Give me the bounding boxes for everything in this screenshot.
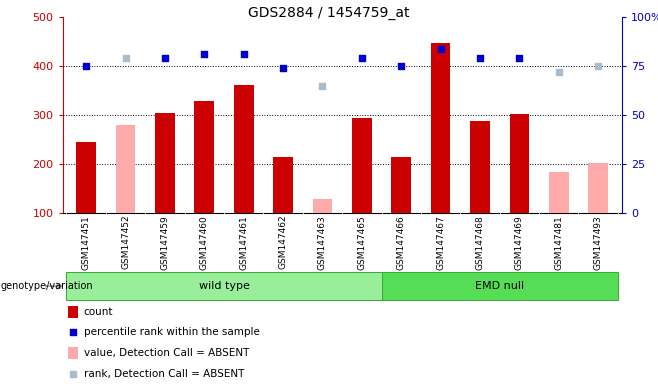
Point <box>67 371 78 377</box>
Text: GSM147462: GSM147462 <box>278 215 288 270</box>
Text: percentile rank within the sample: percentile rank within the sample <box>84 328 260 338</box>
Bar <box>588 163 608 213</box>
Bar <box>76 142 96 213</box>
Point <box>67 329 78 336</box>
Text: GSM147461: GSM147461 <box>240 215 248 270</box>
Bar <box>68 306 78 318</box>
Bar <box>195 101 214 213</box>
Point <box>317 83 328 89</box>
Point <box>278 65 288 71</box>
Point <box>514 55 524 61</box>
Point <box>160 55 170 61</box>
Text: GSM147465: GSM147465 <box>357 215 367 270</box>
Point <box>238 51 249 58</box>
Point <box>81 63 91 70</box>
Point <box>553 69 564 75</box>
Text: GSM147452: GSM147452 <box>121 215 130 270</box>
Text: genotype/variation: genotype/variation <box>1 281 93 291</box>
Bar <box>431 43 451 213</box>
Bar <box>549 172 569 213</box>
Text: EMD null: EMD null <box>475 281 524 291</box>
Text: value, Detection Call = ABSENT: value, Detection Call = ABSENT <box>84 348 249 358</box>
Text: GSM147451: GSM147451 <box>82 215 91 270</box>
Text: GSM147459: GSM147459 <box>161 215 169 270</box>
Bar <box>273 157 293 213</box>
Text: GSM147493: GSM147493 <box>594 215 603 270</box>
Point <box>357 55 367 61</box>
Text: GSM147463: GSM147463 <box>318 215 327 270</box>
Bar <box>66 272 382 300</box>
Text: count: count <box>84 307 113 317</box>
Text: GSM147481: GSM147481 <box>554 215 563 270</box>
Point <box>120 55 131 61</box>
Text: GSM147469: GSM147469 <box>515 215 524 270</box>
Point <box>593 63 603 70</box>
Bar <box>68 347 78 359</box>
Bar <box>116 125 136 213</box>
Bar <box>382 272 618 300</box>
Text: GSM147466: GSM147466 <box>397 215 406 270</box>
Text: GSM147460: GSM147460 <box>200 215 209 270</box>
Bar <box>352 118 372 213</box>
Point <box>475 55 486 61</box>
Text: wild type: wild type <box>199 281 249 291</box>
Bar <box>313 199 332 213</box>
Point <box>436 46 446 52</box>
Bar <box>392 157 411 213</box>
Bar <box>509 114 529 213</box>
Text: GSM147468: GSM147468 <box>476 215 484 270</box>
Bar <box>470 121 490 213</box>
Text: GDS2884 / 1454759_at: GDS2884 / 1454759_at <box>248 6 410 20</box>
Bar <box>155 113 175 213</box>
Text: GSM147467: GSM147467 <box>436 215 445 270</box>
Bar <box>234 85 253 213</box>
Point <box>199 51 209 58</box>
Point <box>396 63 407 70</box>
Text: rank, Detection Call = ABSENT: rank, Detection Call = ABSENT <box>84 369 244 379</box>
